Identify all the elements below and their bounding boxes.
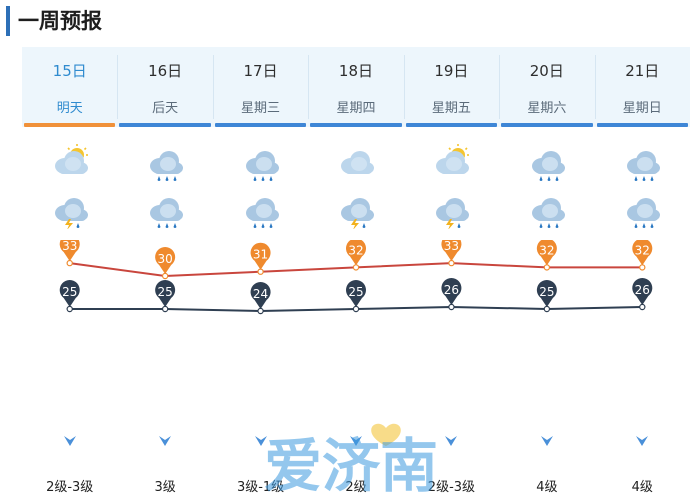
low-temp-pin: 25: [59, 280, 80, 313]
day-tab-7[interactable]: 21日 星期日: [594, 47, 690, 127]
high-temp-pin: 32: [346, 240, 366, 271]
day-tab-2[interactable]: 16日 后天: [117, 47, 212, 127]
day-tab-5[interactable]: 19日 星期五: [403, 47, 499, 127]
wind-direction-icon: [540, 434, 554, 448]
cloud-icon: [336, 142, 376, 182]
high-temp-pin-label: 32: [635, 243, 650, 257]
watermark-logo: 爱济南: [236, 418, 466, 498]
wind-direction-icon: [444, 434, 458, 448]
day-tab-6[interactable]: 20日 星期六: [499, 47, 594, 127]
cloud-rain-icon: [145, 189, 185, 229]
day-weekday: 星期五: [431, 101, 471, 116]
wind-direction-icon: [158, 434, 172, 448]
cloud-rain-icon: [622, 189, 662, 229]
low-temp-pin-label: 25: [539, 285, 554, 299]
day-underline: [214, 123, 307, 127]
high-temp-pin: 31: [250, 242, 271, 275]
temperature-chart: 33 25 30 25 31 24 32 25 33 26 32 25 32 26: [0, 240, 700, 330]
high-temp-pin-label: 30: [158, 252, 173, 266]
wind-level: 2级-3级: [427, 480, 476, 495]
day-underline: [24, 123, 116, 127]
cloud-rain-icon: [527, 189, 567, 229]
day-weekday: 后天: [152, 101, 179, 116]
title-bar: 一周预报: [0, 0, 700, 44]
cloud-rain-icon: [527, 142, 567, 182]
watermark-svg: 爱济南: [264, 423, 438, 498]
day-underline: [310, 123, 402, 127]
day-weekday: 星期三: [241, 101, 281, 116]
thunder-rain-icon: [50, 189, 90, 229]
low-temp-pin: 26: [441, 278, 462, 311]
day-weekday: 明天: [56, 101, 83, 116]
high-temp-pin: 33: [59, 240, 80, 267]
day-date: 18日: [338, 62, 374, 80]
low-temp-pin-label: 24: [253, 287, 268, 301]
day-date: 20日: [529, 62, 564, 80]
low-temp-pin-label: 26: [635, 283, 650, 297]
day-date: 16日: [148, 62, 183, 80]
low-temp-pin-label: 26: [444, 283, 459, 297]
low-temp-pin-label: 25: [62, 285, 77, 299]
low-temp-pin: 25: [155, 280, 176, 313]
high-temp-pin-label: 31: [253, 248, 268, 262]
day-underline: [501, 123, 593, 127]
high-temp-pin-label: 33: [444, 240, 459, 253]
wind-level: 3级-1级: [236, 480, 285, 495]
day-date: 19日: [434, 62, 469, 80]
title-accent-bar: [6, 6, 10, 36]
wind-level: 2级-3级: [46, 480, 94, 495]
high-temp-pin-label: 32: [348, 243, 363, 257]
thunder-rain-icon: [431, 189, 471, 229]
page-title: 一周预报: [18, 9, 102, 33]
wind-level: 2级: [345, 480, 367, 495]
cloud-rain-icon: [241, 189, 281, 229]
cloud-rain-icon: [145, 142, 185, 182]
day-date: 17日: [243, 62, 278, 80]
watermark-text: 爱济南: [264, 432, 438, 498]
temperature-svg: 33 25 30 25 31 24 32 25 33 26 32 25 32 26: [59, 240, 653, 315]
low-temp-pin: 24: [250, 282, 271, 315]
wind-direction-icon: [635, 434, 649, 448]
wind-level: 4级: [536, 480, 558, 495]
day-tab-4[interactable]: 18日 星期四: [308, 47, 403, 127]
day-date: 15日: [52, 62, 87, 80]
high-temp-pin-label: 32: [539, 243, 554, 257]
wind-level: 3级: [154, 480, 176, 495]
day-weekday: 星期四: [336, 101, 376, 116]
low-temp-pin-label: 25: [348, 285, 363, 299]
high-temp-pin: 32: [536, 240, 557, 271]
day-weekday: 星期日: [622, 101, 662, 116]
wind-direction-icon: [254, 434, 268, 448]
cloud-rain-icon: [622, 142, 662, 182]
wind-direction-icon: [63, 434, 77, 448]
sun-cloud-icon: [431, 142, 471, 182]
low-temp-pin: 26: [632, 278, 653, 311]
day-underline: [596, 123, 688, 127]
sun-cloud-icon: [50, 142, 90, 182]
high-temp-pin: 32: [632, 240, 653, 271]
low-temp-pin: 25: [536, 280, 557, 313]
day-tabs: 15日 明天 16日 后天 17日 星期三 18日 星期四 19日 星期五 20…: [22, 47, 690, 127]
day-underline: [405, 123, 498, 127]
thunder-rain-icon: [336, 189, 376, 229]
day-date: 21日: [625, 62, 660, 80]
day-tab-1[interactable]: 15日 明天: [22, 47, 117, 127]
low-temp-pin: 25: [346, 280, 366, 313]
low-temp-pin-label: 25: [158, 285, 173, 299]
day-weekday: 星期六: [527, 101, 567, 116]
wind-direction-icon: [349, 434, 363, 448]
high-temp-pin: 33: [441, 240, 462, 267]
cloud-rain-icon: [241, 142, 281, 182]
high-temp-pin: 30: [155, 247, 176, 280]
wind-level: 4级: [631, 480, 653, 495]
high-temp-pin-label: 33: [62, 240, 77, 253]
day-underline: [119, 123, 211, 127]
day-tab-3[interactable]: 17日 星期三: [212, 47, 308, 127]
